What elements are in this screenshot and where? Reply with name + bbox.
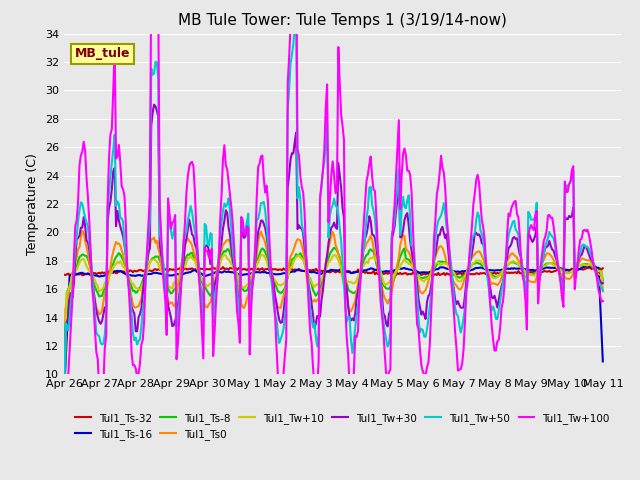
- Tul1_Tw+50: [60, 420, 68, 426]
- Tul1_Tw+30: [526, 232, 534, 238]
- Tul1_Tw+50: [79, 201, 86, 206]
- Tul1_Tw+100: [445, 251, 453, 257]
- Tul1_Tw+50: [526, 211, 534, 217]
- Tul1_Ts0: [60, 380, 68, 385]
- Tul1_Ts-8: [596, 268, 604, 274]
- Tul1_Ts0: [80, 230, 88, 236]
- Tul1_Tw+100: [596, 292, 604, 298]
- Tul1_Ts-16: [524, 267, 532, 273]
- Tul1_Tw+50: [599, 288, 607, 293]
- Tul1_Ts-16: [599, 359, 607, 364]
- Text: MB_tule: MB_tule: [75, 48, 131, 60]
- Tul1_Ts-32: [95, 270, 103, 276]
- Tul1_Ts-8: [60, 402, 68, 408]
- Legend: Tul1_Ts-32, Tul1_Ts-16, Tul1_Ts-8, Tul1_Ts0, Tul1_Tw+10, Tul1_Tw+30, Tul1_Tw+50,: Tul1_Ts-32, Tul1_Ts-16, Tul1_Ts-8, Tul1_…: [70, 409, 614, 444]
- Line: Tul1_Ts-8: Tul1_Ts-8: [64, 248, 603, 405]
- Tul1_Tw+30: [60, 425, 68, 431]
- Tul1_Ts-32: [337, 269, 345, 275]
- Tul1_Tw+50: [339, 259, 346, 265]
- Tul1_Ts-32: [592, 264, 600, 270]
- Line: Tul1_Tw+100: Tul1_Tw+100: [64, 0, 603, 447]
- Line: Tul1_Ts-32: Tul1_Ts-32: [64, 267, 603, 276]
- Tul1_Ts0: [97, 311, 104, 316]
- Tul1_Ts0: [596, 272, 604, 278]
- Tul1_Ts-32: [60, 272, 68, 277]
- Tul1_Tw+50: [292, 16, 300, 22]
- Tul1_Tw+10: [526, 272, 534, 278]
- Tul1_Tw+100: [339, 123, 346, 129]
- Tul1_Ts-8: [445, 264, 453, 270]
- Tul1_Ts-16: [596, 296, 604, 301]
- Line: Tul1_Tw+50: Tul1_Tw+50: [64, 19, 603, 423]
- Line: Tul1_Ts0: Tul1_Ts0: [64, 231, 603, 383]
- Tul1_Tw+30: [599, 280, 607, 286]
- Tul1_Tw+50: [95, 333, 103, 339]
- Tul1_Tw+30: [596, 278, 604, 284]
- Tul1_Ts-16: [95, 274, 103, 279]
- Tul1_Ts0: [599, 288, 607, 294]
- Tul1_Tw+30: [79, 225, 86, 230]
- Tul1_Tw+30: [150, 102, 158, 108]
- Tul1_Tw+10: [257, 252, 265, 258]
- Tul1_Ts-16: [444, 266, 452, 272]
- Tul1_Tw+50: [445, 248, 453, 254]
- Tul1_Tw+10: [79, 256, 86, 262]
- Tul1_Tw+50: [596, 282, 604, 288]
- Tul1_Tw+10: [596, 268, 604, 274]
- Line: Tul1_Ts-16: Tul1_Ts-16: [64, 266, 603, 396]
- Y-axis label: Temperature (C): Temperature (C): [26, 153, 39, 255]
- Tul1_Tw+10: [60, 400, 68, 406]
- Line: Tul1_Tw+30: Tul1_Tw+30: [64, 105, 603, 428]
- Tul1_Ts0: [79, 228, 86, 234]
- Tul1_Ts-32: [429, 274, 436, 279]
- Tul1_Tw+30: [445, 261, 453, 266]
- Tul1_Tw+100: [526, 226, 534, 231]
- Tul1_Tw+30: [95, 319, 103, 324]
- Tul1_Ts-8: [339, 264, 346, 270]
- Tul1_Ts-8: [79, 252, 86, 257]
- Tul1_Ts0: [339, 276, 346, 281]
- Tul1_Ts0: [445, 266, 453, 272]
- Tul1_Ts-8: [95, 293, 103, 299]
- Tul1_Tw+100: [60, 444, 68, 450]
- Tul1_Tw+10: [339, 268, 346, 274]
- Tul1_Ts-8: [330, 245, 338, 251]
- Tul1_Ts-16: [337, 267, 345, 273]
- Tul1_Ts-8: [526, 271, 534, 277]
- Tul1_Ts-32: [445, 272, 453, 277]
- Tul1_Ts-8: [599, 277, 607, 283]
- Tul1_Ts-32: [599, 265, 607, 271]
- Tul1_Tw+100: [95, 387, 103, 393]
- Title: MB Tule Tower: Tule Temps 1 (3/19/14-now): MB Tule Tower: Tule Temps 1 (3/19/14-now…: [178, 13, 507, 28]
- Tul1_Ts-32: [526, 270, 534, 276]
- Tul1_Ts0: [526, 278, 534, 284]
- Tul1_Ts-16: [60, 393, 68, 399]
- Tul1_Ts-16: [79, 270, 86, 276]
- Tul1_Tw+100: [79, 149, 86, 155]
- Tul1_Tw+10: [599, 283, 607, 289]
- Tul1_Tw+10: [445, 265, 453, 271]
- Tul1_Ts-32: [79, 272, 86, 278]
- Tul1_Tw+10: [95, 288, 103, 294]
- Tul1_Ts-16: [588, 263, 595, 269]
- Tul1_Ts-32: [598, 266, 605, 272]
- Tul1_Tw+100: [599, 298, 607, 304]
- Line: Tul1_Tw+10: Tul1_Tw+10: [64, 255, 603, 403]
- Tul1_Tw+30: [339, 205, 346, 211]
